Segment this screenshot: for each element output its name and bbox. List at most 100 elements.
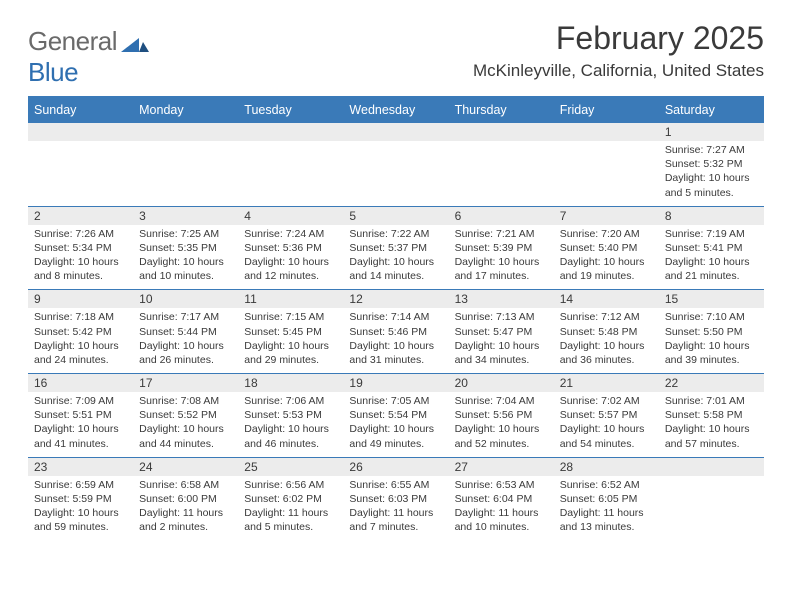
day-details: Sunrise: 7:19 AMSunset: 5:41 PMDaylight:… bbox=[659, 227, 764, 284]
calendar-cell: 13Sunrise: 7:13 AMSunset: 5:47 PMDayligh… bbox=[449, 290, 554, 373]
day-number: 3 bbox=[133, 207, 238, 225]
calendar-cell: 7Sunrise: 7:20 AMSunset: 5:40 PMDaylight… bbox=[554, 207, 659, 290]
sunset-text: Sunset: 5:34 PM bbox=[34, 241, 127, 255]
day-number: 28 bbox=[554, 458, 659, 476]
sunrise-text: Sunrise: 6:53 AM bbox=[455, 478, 548, 492]
daylight-text: Daylight: 10 hours and 31 minutes. bbox=[349, 339, 442, 367]
day-number: 14 bbox=[554, 290, 659, 308]
day-details: Sunrise: 6:58 AMSunset: 6:00 PMDaylight:… bbox=[133, 478, 238, 535]
calendar-week: 1Sunrise: 7:27 AMSunset: 5:32 PMDaylight… bbox=[28, 122, 764, 206]
sunrise-text: Sunrise: 7:06 AM bbox=[244, 394, 337, 408]
day-details: Sunrise: 7:13 AMSunset: 5:47 PMDaylight:… bbox=[449, 310, 554, 367]
weekday-header: Tuesday bbox=[238, 98, 343, 122]
calendar-cell: 6Sunrise: 7:21 AMSunset: 5:39 PMDaylight… bbox=[449, 207, 554, 290]
day-details: Sunrise: 6:52 AMSunset: 6:05 PMDaylight:… bbox=[554, 478, 659, 535]
daylight-text: Daylight: 11 hours and 13 minutes. bbox=[560, 506, 653, 534]
day-details: Sunrise: 7:21 AMSunset: 5:39 PMDaylight:… bbox=[449, 227, 554, 284]
day-number: 1 bbox=[659, 123, 764, 141]
day-number: 24 bbox=[133, 458, 238, 476]
calendar-cell bbox=[133, 123, 238, 206]
sunset-text: Sunset: 5:44 PM bbox=[139, 325, 232, 339]
calendar-cell: 19Sunrise: 7:05 AMSunset: 5:54 PMDayligh… bbox=[343, 374, 448, 457]
sunrise-text: Sunrise: 7:19 AM bbox=[665, 227, 758, 241]
sunset-text: Sunset: 5:47 PM bbox=[455, 325, 548, 339]
calendar-cell bbox=[343, 123, 448, 206]
sunrise-text: Sunrise: 7:14 AM bbox=[349, 310, 442, 324]
daylight-text: Daylight: 10 hours and 54 minutes. bbox=[560, 422, 653, 450]
day-details: Sunrise: 7:05 AMSunset: 5:54 PMDaylight:… bbox=[343, 394, 448, 451]
day-details: Sunrise: 7:10 AMSunset: 5:50 PMDaylight:… bbox=[659, 310, 764, 367]
daylight-text: Daylight: 11 hours and 7 minutes. bbox=[349, 506, 442, 534]
day-details: Sunrise: 7:15 AMSunset: 5:45 PMDaylight:… bbox=[238, 310, 343, 367]
calendar-cell: 27 Sunrise: 6:53 AMSunset: 6:04 PMDayligh… bbox=[449, 458, 554, 541]
daylight-text: Daylight: 10 hours and 29 minutes. bbox=[244, 339, 337, 367]
calendar-week: 9Sunrise: 7:18 AMSunset: 5:42 PMDaylight… bbox=[28, 289, 764, 373]
daylight-text: Daylight: 10 hours and 52 minutes. bbox=[455, 422, 548, 450]
sunrise-text: Sunrise: 7:10 AM bbox=[665, 310, 758, 324]
sunset-text: Sunset: 5:37 PM bbox=[349, 241, 442, 255]
day-number bbox=[449, 123, 554, 141]
day-details: Sunrise: 7:02 AMSunset: 5:57 PMDaylight:… bbox=[554, 394, 659, 451]
sunrise-text: Sunrise: 7:01 AM bbox=[665, 394, 758, 408]
weekday-header: Friday bbox=[554, 98, 659, 122]
day-number bbox=[343, 123, 448, 141]
sunrise-text: Sunrise: 7:27 AM bbox=[665, 143, 758, 157]
day-number: 20 bbox=[449, 374, 554, 392]
calendar-cell: 21Sunrise: 7:02 AMSunset: 5:57 PMDayligh… bbox=[554, 374, 659, 457]
day-details: Sunrise: 7:14 AMSunset: 5:46 PMDaylight:… bbox=[343, 310, 448, 367]
day-details: Sunrise: 6:53 AMSunset: 6:04 PMDaylight:… bbox=[449, 478, 554, 535]
sunrise-text: Sunrise: 7:22 AM bbox=[349, 227, 442, 241]
sunset-text: Sunset: 6:03 PM bbox=[349, 492, 442, 506]
calendar-cell: 9Sunrise: 7:18 AMSunset: 5:42 PMDaylight… bbox=[28, 290, 133, 373]
day-number: 17 bbox=[133, 374, 238, 392]
daylight-text: Daylight: 10 hours and 17 minutes. bbox=[455, 255, 548, 283]
sunset-text: Sunset: 5:56 PM bbox=[455, 408, 548, 422]
sunrise-text: Sunrise: 7:05 AM bbox=[349, 394, 442, 408]
sunset-text: Sunset: 5:51 PM bbox=[34, 408, 127, 422]
daylight-text: Daylight: 10 hours and 59 minutes. bbox=[34, 506, 127, 534]
calendar-cell: 11Sunrise: 7:15 AMSunset: 5:45 PMDayligh… bbox=[238, 290, 343, 373]
sunset-text: Sunset: 5:52 PM bbox=[139, 408, 232, 422]
calendar-cell: 25Sunrise: 6:56 AMSunset: 6:02 PMDayligh… bbox=[238, 458, 343, 541]
calendar: Sunday Monday Tuesday Wednesday Thursday… bbox=[28, 96, 764, 540]
calendar-cell: 4Sunrise: 7:24 AMSunset: 5:36 PMDaylight… bbox=[238, 207, 343, 290]
brand-logo: General Blue bbox=[28, 26, 149, 88]
day-number: 4 bbox=[238, 207, 343, 225]
sunrise-text: Sunrise: 7:21 AM bbox=[455, 227, 548, 241]
sunset-text: Sunset: 5:39 PM bbox=[455, 241, 548, 255]
title-block: February 2025 McKinleyville, California,… bbox=[473, 20, 764, 81]
day-number: 12 bbox=[343, 290, 448, 308]
day-number: 27 bbox=[449, 458, 554, 476]
daylight-text: Daylight: 10 hours and 12 minutes. bbox=[244, 255, 337, 283]
day-number bbox=[554, 123, 659, 141]
calendar-cell bbox=[554, 123, 659, 206]
daylight-text: Daylight: 10 hours and 41 minutes. bbox=[34, 422, 127, 450]
calendar-cell: 14Sunrise: 7:12 AMSunset: 5:48 PMDayligh… bbox=[554, 290, 659, 373]
sunrise-text: Sunrise: 6:55 AM bbox=[349, 478, 442, 492]
sunset-text: Sunset: 5:45 PM bbox=[244, 325, 337, 339]
calendar-cell: 1Sunrise: 7:27 AMSunset: 5:32 PMDaylight… bbox=[659, 123, 764, 206]
day-number: 25 bbox=[238, 458, 343, 476]
sunrise-text: Sunrise: 7:15 AM bbox=[244, 310, 337, 324]
location-subtitle: McKinleyville, California, United States bbox=[473, 61, 764, 81]
daylight-text: Daylight: 10 hours and 34 minutes. bbox=[455, 339, 548, 367]
sunset-text: Sunset: 6:05 PM bbox=[560, 492, 653, 506]
day-number: 26 bbox=[343, 458, 448, 476]
calendar-cell: 8Sunrise: 7:19 AMSunset: 5:41 PMDaylight… bbox=[659, 207, 764, 290]
day-details: Sunrise: 7:18 AMSunset: 5:42 PMDaylight:… bbox=[28, 310, 133, 367]
daylight-text: Daylight: 10 hours and 26 minutes. bbox=[139, 339, 232, 367]
day-number: 16 bbox=[28, 374, 133, 392]
sunset-text: Sunset: 6:04 PM bbox=[455, 492, 548, 506]
calendar-cell: 20Sunrise: 7:04 AMSunset: 5:56 PMDayligh… bbox=[449, 374, 554, 457]
daylight-text: Daylight: 11 hours and 10 minutes. bbox=[455, 506, 548, 534]
daylight-text: Daylight: 10 hours and 10 minutes. bbox=[139, 255, 232, 283]
day-details: Sunrise: 7:22 AMSunset: 5:37 PMDaylight:… bbox=[343, 227, 448, 284]
weekday-header: Wednesday bbox=[343, 98, 448, 122]
sunset-text: Sunset: 5:54 PM bbox=[349, 408, 442, 422]
sunset-text: Sunset: 6:00 PM bbox=[139, 492, 232, 506]
month-title: February 2025 bbox=[473, 20, 764, 57]
sunset-text: Sunset: 5:46 PM bbox=[349, 325, 442, 339]
sunrise-text: Sunrise: 7:12 AM bbox=[560, 310, 653, 324]
daylight-text: Daylight: 10 hours and 39 minutes. bbox=[665, 339, 758, 367]
weeks-container: 1Sunrise: 7:27 AMSunset: 5:32 PMDaylight… bbox=[28, 122, 764, 540]
